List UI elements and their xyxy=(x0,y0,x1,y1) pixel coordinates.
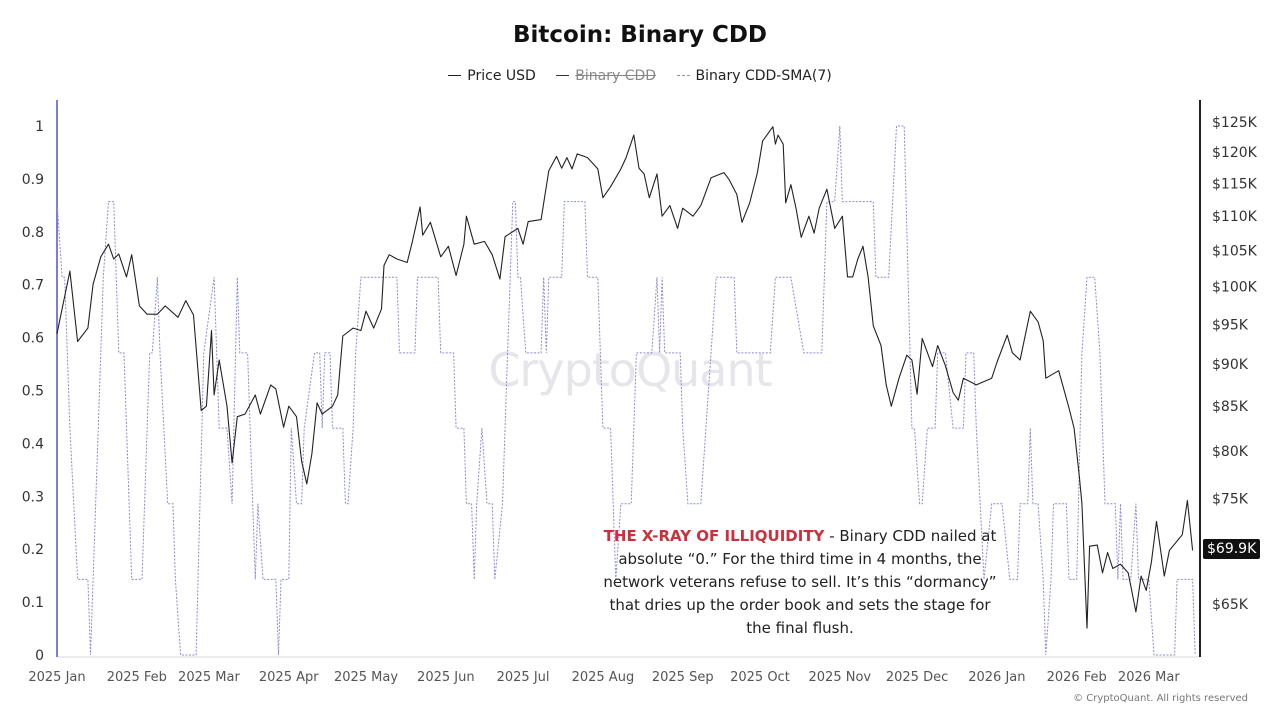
right-axis-tick-label: $85K xyxy=(1212,399,1249,415)
x-axis-tick-label: 2025 Jan xyxy=(28,670,85,685)
x-axis-tick-label: 2025 Feb xyxy=(107,670,167,685)
left-axis-tick-label: 0.1 xyxy=(22,595,44,611)
left-axis-tick-label: 0.9 xyxy=(22,172,44,188)
x-axis-tick-label: 2026 Mar xyxy=(1118,670,1180,685)
left-axis-tick-label: 0.4 xyxy=(22,436,44,452)
x-axis-tick-label: 2026 Jan xyxy=(968,670,1025,685)
right-axis-tick-label: $110K xyxy=(1212,209,1258,225)
left-axis-tick-label: 1 xyxy=(35,119,44,135)
x-axis-tick-label: 2025 Oct xyxy=(730,670,790,685)
right-axis-tick-label: $65K xyxy=(1212,597,1249,613)
annotation-headline: THE X-RAY OF ILLIQUIDITY xyxy=(603,527,825,545)
right-axis-tick-label: $80K xyxy=(1212,444,1249,460)
left-axis-tick-label: 0.2 xyxy=(22,542,44,558)
x-axis-tick-label: 2026 Feb xyxy=(1047,670,1107,685)
x-axis-tick-label: 2025 Aug xyxy=(572,670,635,685)
x-axis-tick-label: 2025 May xyxy=(334,670,398,685)
legend-label: Binary CDD-SMA(7) xyxy=(695,67,832,84)
x-axis-tick-label: 2025 Sep xyxy=(652,670,714,685)
left-axis-tick-label: 0.3 xyxy=(22,489,44,505)
left-axis-tick-label: 0.8 xyxy=(22,225,44,241)
right-axis-tick-label: $100K xyxy=(1212,279,1258,295)
right-axis-tick-label: $120K xyxy=(1212,145,1258,161)
right-axis-tick-label: $115K xyxy=(1212,176,1258,192)
legend-item-sma[interactable]: Binary CDD-SMA(7) xyxy=(676,67,832,84)
price-line xyxy=(56,126,1194,629)
x-axis-tick-label: 2025 Apr xyxy=(259,670,319,685)
watermark: CryptoQuant xyxy=(488,343,772,397)
sma-line-swatch-icon xyxy=(676,75,690,76)
copyright-footer: © CryptoQuant. All rights reserved xyxy=(1073,693,1248,704)
right-axis-tick-label: $90K xyxy=(1212,357,1249,373)
legend: Price USD Binary CDD Binary CDD-SMA(7) xyxy=(0,64,1280,84)
chart-title: Bitcoin: Binary CDD xyxy=(512,22,768,48)
left-axis-tick-label: 0.5 xyxy=(22,384,44,400)
x-axis-tick-label: 2025 Jul xyxy=(497,670,550,685)
x-axis-tick-label: 2025 Mar xyxy=(178,670,240,685)
annotation-body: - Binary CDD nailed at absolute “0.” For… xyxy=(603,527,997,637)
x-axis-tick-label: 2025 Dec xyxy=(886,670,948,685)
annotation: THE X-RAY OF ILLIQUIDITY - Binary CDD na… xyxy=(600,525,1000,640)
cdd-line-swatch-icon xyxy=(556,75,570,76)
right-axis-tick-label: $125K xyxy=(1212,115,1258,131)
x-axis-tick-label: 2025 Nov xyxy=(809,670,872,685)
left-axis-tick-label: 0 xyxy=(35,648,44,664)
x-axis-tick-label: 2025 Jun xyxy=(417,670,475,685)
price-line-swatch-icon xyxy=(448,75,462,76)
right-axis-tick-label: $75K xyxy=(1212,491,1249,507)
legend-label: Binary CDD xyxy=(575,67,657,84)
legend-label: Price USD xyxy=(467,67,536,84)
legend-item-binary-cdd[interactable]: Binary CDD xyxy=(556,68,656,84)
right-axis-tick-label: $105K xyxy=(1212,243,1258,259)
last-price-label: $69.9K xyxy=(1203,539,1261,559)
left-axis-tick-label: 0.6 xyxy=(22,331,44,347)
legend-item-price[interactable]: Price USD xyxy=(448,68,536,84)
sma-line xyxy=(56,125,1196,656)
left-axis-tick-label: 0.7 xyxy=(22,278,44,294)
right-axis-tick-label: $95K xyxy=(1212,317,1249,333)
